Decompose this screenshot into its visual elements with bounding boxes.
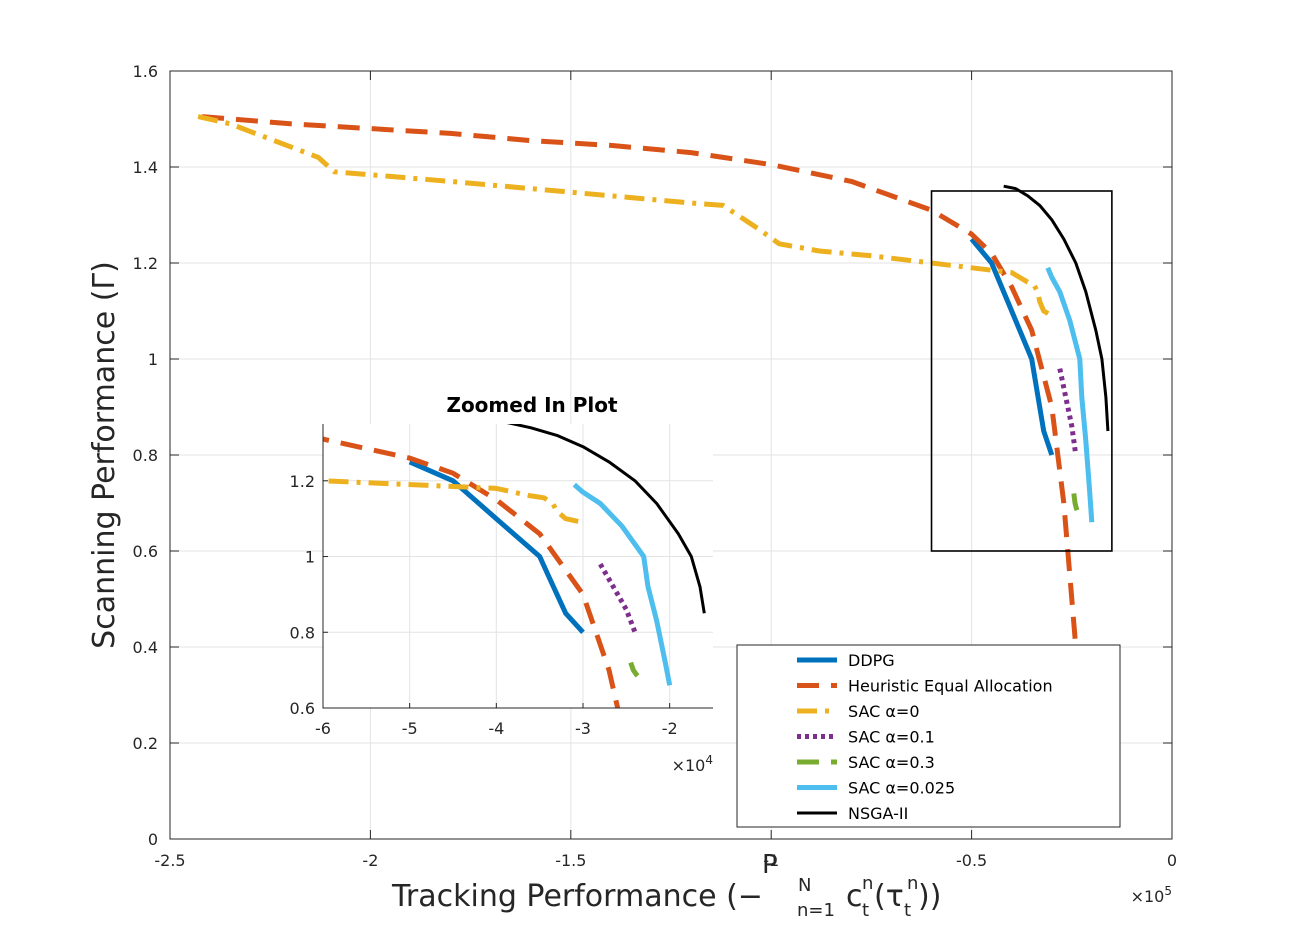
inset-x-tick-label: -4 (488, 719, 504, 738)
inset-x-tick-label: -5 (402, 719, 418, 738)
x-tick-label: -0.5 (956, 851, 987, 870)
legend-label: SAC α=0.025 (848, 779, 955, 798)
series-line-sac-0-3 (1071, 493, 1080, 511)
legend: DDPG Heuristic Equal Allocation SAC α=0 SAC… (736, 644, 1121, 828)
inset-ticks: -6 -5 -4 -3 -2 0.6 0.8 1 1.2 (290, 472, 678, 738)
x-tick-label: -2 (362, 851, 378, 870)
x-tick-label: -2.5 (154, 851, 185, 870)
inset-series-line-sac-0-3 (628, 661, 640, 678)
inset-y-tick-label: 1 (305, 548, 315, 567)
inset-series-group (323, 424, 706, 708)
y-tick-label: 1.2 (133, 254, 158, 273)
y-tick-label: 0.8 (133, 446, 158, 465)
legend-label: SAC α=0.1 (848, 728, 935, 747)
y-axis-title: Scanning Performance (Γ) (87, 261, 122, 649)
y-tick-label: 0.2 (133, 734, 158, 753)
x-axis-title: P N Tracking Performance (− n=1 c n t (τ… (391, 850, 941, 921)
inset-series-line-nsga-ii (506, 424, 706, 614)
main-ticks: -2.5 -2 -1.5 -1 -0.5 0 0 0.2 0.4 0.6 0.8 1 1.2 1.4 1.6 (133, 62, 1178, 870)
inset-background (323, 424, 713, 708)
x-title-c-sub: t (862, 900, 869, 921)
inset-series-line-sac-0-025 (572, 482, 673, 686)
x-axis-exponent-label: ×105 (1131, 884, 1172, 906)
x-title-tau-sup: n (907, 873, 918, 894)
legend-label: SAC α=0 (848, 702, 920, 721)
x-title-prefix: Tracking Performance (− (391, 879, 763, 914)
y-tick-label: 1 (148, 350, 158, 369)
main-series-group (197, 114, 1110, 744)
inset-axis-lines (322, 424, 713, 709)
inset-series-line-sac-0 (323, 478, 584, 525)
x-tick-label: 0 (1167, 851, 1177, 870)
y-tick-label: 1.6 (133, 62, 158, 81)
x-title-tau: (τ (874, 879, 904, 914)
inset-x-exponent-label: ×104 (672, 753, 713, 775)
x-title-sigma-sup: N (798, 875, 811, 896)
zoom-region-box (930, 190, 1113, 552)
inset-series-line-sac-0-1 (598, 562, 638, 634)
x-title-tau-sub: t (904, 900, 911, 921)
inset-x-tick-label: -3 (575, 719, 591, 738)
inset-series-line-heuristic-equal-allocation (323, 436, 621, 708)
y-tick-label: 0.6 (133, 542, 158, 561)
x-title-c-sup: n (862, 873, 873, 894)
inset-x-tick-label: -6 (315, 719, 331, 738)
inset-y-tick-label: 1.2 (290, 472, 315, 491)
series-line-nsga-ii (1003, 184, 1110, 432)
x-title-suffix: )) (918, 879, 941, 914)
series-line-heuristic-equal-allocation (201, 114, 1085, 744)
legend-label: Heuristic Equal Allocation (848, 677, 1053, 696)
inset-y-tick-label: 0.6 (290, 699, 315, 718)
inset-title: Zoomed In Plot (446, 393, 618, 417)
x-title-sigma: P (762, 850, 778, 880)
legend-label: SAC α=0.3 (848, 753, 935, 772)
inset-axes: -6 -5 -4 -3 -2 0.6 0.8 1 1.2 Zoomed In Plot ×104 (290, 393, 713, 775)
inset-y-tick-label: 0.8 (290, 623, 315, 642)
series-line-ddpg (969, 237, 1055, 456)
series-line-sac-0-025 (1045, 266, 1095, 523)
legend-label: NSGA-II (848, 804, 908, 823)
y-tick-label: 0.4 (133, 638, 158, 657)
x-title-sigma-sub: n=1 (797, 900, 835, 921)
x-title-c: c (846, 879, 863, 914)
series-line-sac-0 (197, 114, 1054, 318)
y-tick-label: 1.4 (133, 158, 158, 177)
y-tick-label: 0 (148, 830, 158, 849)
inset-x-tick-label: -2 (662, 719, 678, 738)
legend-label: DDPG (848, 651, 895, 670)
x-tick-label: -1 (763, 851, 779, 870)
x-tick-label: -1.5 (555, 851, 586, 870)
